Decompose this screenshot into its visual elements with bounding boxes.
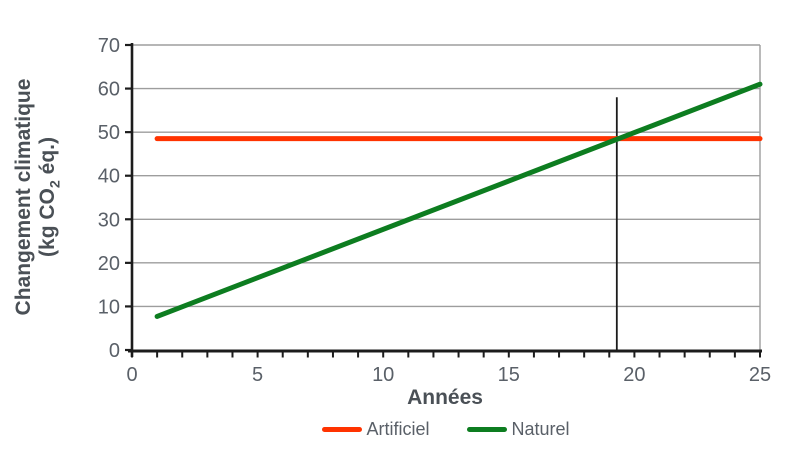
legend-label-naturel: Naturel	[511, 419, 570, 439]
y-tick-label-40: 40	[98, 166, 120, 188]
y-tick-label-10: 10	[98, 296, 120, 318]
legend-label-artificiel: Artificiel	[366, 419, 430, 439]
x-tick-label-15: 15	[498, 364, 520, 386]
x-tick-label-25: 25	[749, 364, 771, 386]
x-tick-label-10: 10	[372, 364, 394, 386]
y-tick-label-60: 60	[98, 79, 120, 101]
y-axis-title-line1: Changement climatique	[12, 78, 36, 316]
y-axis-title-line2-pre: (kg CO	[36, 188, 60, 257]
x-tick-label-5: 5	[252, 364, 263, 386]
y-axis-title-line2-post: éq.)	[36, 137, 60, 181]
legend-item-artificiel: Artificiel	[322, 419, 429, 440]
y-tick-label-70: 70	[98, 35, 120, 57]
legend-swatch-naturel	[467, 427, 508, 432]
y-tick-label-50: 50	[98, 122, 120, 144]
y-axis-title: Changement climatique (kg CO2 éq.)	[12, 79, 64, 316]
x-tick-label-20: 20	[623, 364, 645, 386]
co2-subscript: 2	[47, 180, 64, 189]
x-tick-label-0: 0	[126, 364, 137, 386]
y-tick-label-30: 30	[98, 209, 120, 231]
y-tick-label-20: 20	[98, 253, 120, 275]
series-line-naturel	[154, 81, 763, 319]
y-tick-label-0: 0	[109, 340, 120, 362]
legend-item-naturel: Naturel	[467, 419, 570, 440]
x-axis-title: Années	[407, 386, 483, 409]
legend: Artificiel Naturel	[132, 419, 760, 440]
y-axis-title-line2: (kg CO2 éq.)	[36, 79, 64, 316]
legend-swatch-artificiel	[322, 427, 363, 432]
